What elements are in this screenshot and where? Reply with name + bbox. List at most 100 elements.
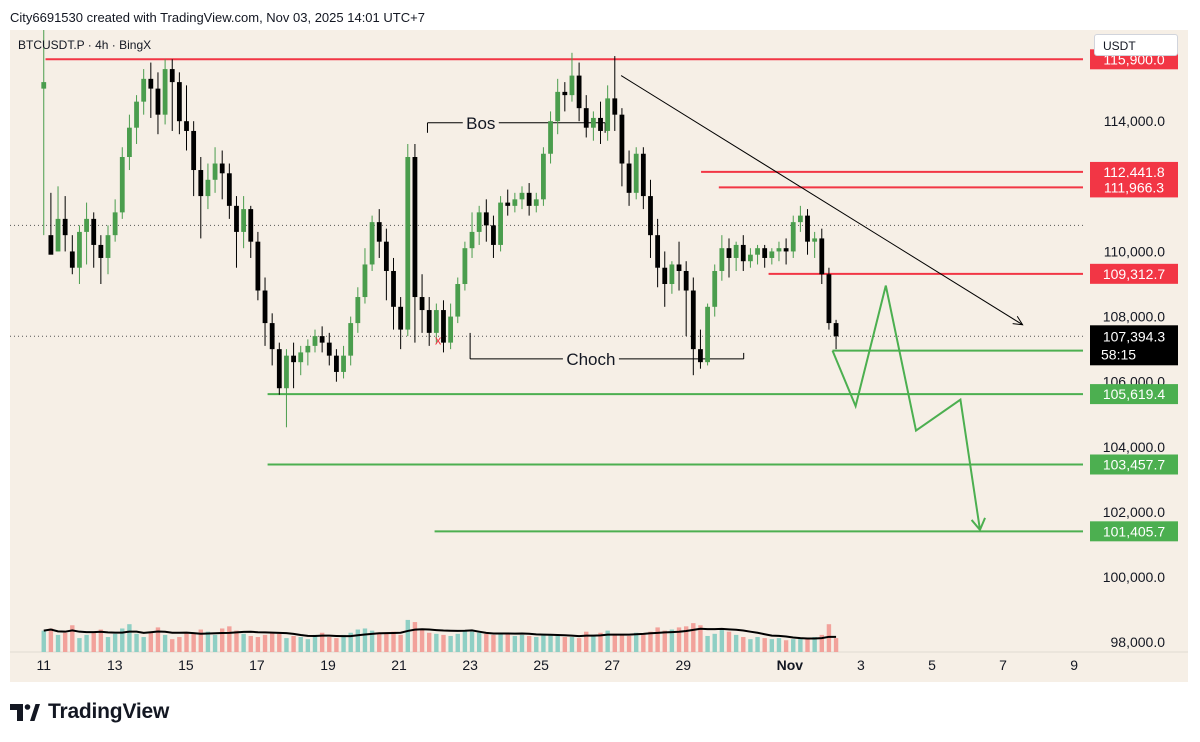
candle-body	[383, 241, 389, 271]
candle-body	[797, 215, 803, 223]
volume-bar	[55, 634, 61, 652]
candle-body	[605, 98, 611, 131]
bar-countdown-label: 58:15	[1101, 346, 1136, 362]
candle	[198, 157, 204, 239]
volume-bar	[269, 632, 275, 652]
volume-bar	[419, 628, 425, 652]
candle	[255, 231, 261, 301]
volume-bar	[712, 633, 717, 652]
candle-body	[576, 75, 582, 109]
volume-bar	[291, 635, 296, 652]
level-price-label: 109,312.7	[1103, 266, 1165, 282]
candle	[526, 183, 532, 216]
volume-bar	[526, 635, 532, 652]
x-tick-label: 13	[107, 657, 123, 673]
candle-body	[41, 82, 47, 89]
level-price-tag	[1090, 384, 1178, 405]
candle	[348, 316, 354, 366]
candle-body	[69, 251, 75, 268]
candle	[48, 192, 54, 255]
candle	[326, 332, 332, 366]
candle-body	[569, 75, 575, 96]
x-tick-label: 23	[462, 657, 478, 673]
candle-body	[662, 267, 668, 285]
volume-bar	[476, 632, 482, 652]
candle-body	[533, 199, 539, 206]
candle	[590, 111, 596, 141]
volume-bar	[769, 639, 775, 652]
candle-body	[119, 157, 125, 213]
volume-bar	[184, 632, 189, 652]
candle	[77, 225, 82, 285]
volume-bar	[134, 633, 139, 652]
candle	[776, 241, 782, 262]
candle-body	[433, 310, 439, 333]
currency-selector[interactable]: USDT	[1094, 34, 1178, 56]
candle	[640, 147, 646, 210]
volume-bar	[833, 638, 839, 652]
volume-bar	[48, 628, 54, 652]
volume-bar	[170, 639, 175, 652]
candle	[698, 329, 703, 369]
volume-bar	[377, 633, 382, 652]
chart-area[interactable]: 98,000.0 100,000.0 102,000.0 104,000.0 106,0…	[10, 30, 1188, 682]
candle	[305, 339, 311, 366]
candle	[376, 209, 382, 258]
x-tick-label: 17	[249, 657, 265, 673]
volume-bar	[77, 638, 82, 652]
volume-bar	[762, 638, 767, 652]
price-chart[interactable]: 98,000.0100,000.0102,000.0104,000.0106,0…	[10, 30, 1188, 682]
candle-body	[826, 274, 832, 324]
volume-bar	[319, 632, 325, 652]
candle	[819, 228, 825, 285]
candle-body	[562, 91, 568, 96]
candle-body	[726, 248, 732, 258]
candle-body	[633, 153, 639, 193]
candle-body	[341, 355, 346, 372]
x-tick-label: 9	[1070, 657, 1078, 673]
candle-body	[262, 290, 268, 324]
candle-body	[419, 297, 425, 311]
volume-bar	[826, 624, 832, 652]
volume-bar	[227, 626, 232, 652]
x-tick-label: 5	[928, 657, 936, 673]
level-price-label: 111,966.3	[1104, 179, 1164, 195]
candle	[41, 30, 47, 236]
candle	[519, 186, 525, 210]
candle	[319, 326, 325, 353]
candle	[362, 248, 368, 304]
candle-body	[91, 218, 97, 245]
volume-bar	[733, 634, 739, 652]
candle-body	[783, 248, 789, 252]
volume-ma-line	[43, 627, 837, 640]
candle	[797, 205, 803, 232]
candle-body	[612, 98, 618, 115]
candle	[219, 150, 225, 200]
volume-bar	[541, 633, 546, 652]
candle-body	[398, 306, 404, 330]
candle-body	[205, 179, 211, 197]
candle	[726, 238, 732, 278]
candle-body	[740, 244, 746, 262]
candle-body	[476, 212, 482, 232]
candle-body	[226, 173, 232, 206]
candle-body	[462, 248, 468, 285]
candle-body	[134, 101, 139, 128]
candle-body	[619, 114, 625, 164]
level-price-tag	[1090, 177, 1178, 198]
candle-body	[776, 248, 782, 252]
candle	[476, 205, 482, 245]
volume-bar	[412, 622, 418, 652]
volume-bar	[62, 632, 68, 652]
volume-bar	[312, 634, 318, 652]
volume-bar	[612, 633, 617, 652]
candle	[312, 329, 318, 353]
candle-body	[512, 199, 518, 206]
candle	[405, 143, 411, 337]
x-tick-label: 19	[320, 657, 336, 673]
candle-body	[269, 323, 275, 350]
candle-body	[284, 355, 289, 389]
candle-body	[98, 244, 104, 258]
level-price-label: 112,441.8	[1103, 164, 1164, 180]
volume-bar	[405, 619, 410, 652]
